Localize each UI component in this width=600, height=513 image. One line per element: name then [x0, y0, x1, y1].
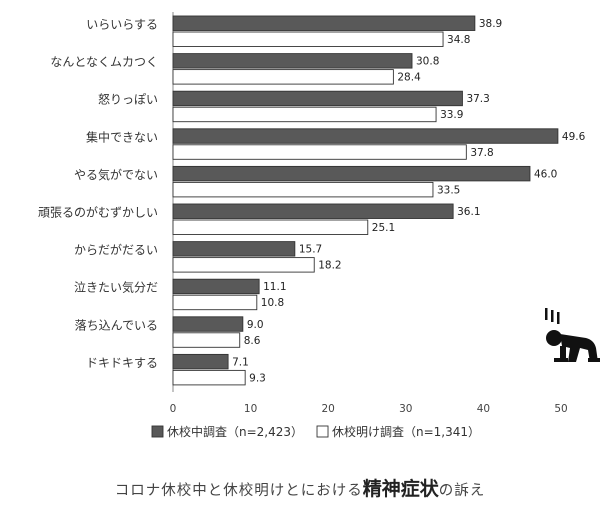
- category-label: なんとなくムカつく: [50, 55, 158, 69]
- bar-series-2: [172, 257, 315, 273]
- category-label: 落ち込んでいる: [75, 318, 158, 332]
- legend-label: 休校中調査（n=2,423）: [167, 424, 303, 439]
- data-label: 37.3: [466, 93, 489, 105]
- data-label: 15.7: [299, 244, 322, 256]
- x-tick-label: 10: [244, 403, 257, 415]
- caption-prefix: コロナ休校中と休校明けとにおける: [114, 483, 363, 499]
- x-tick-label: 0: [170, 403, 177, 415]
- category-label: いらいらする: [86, 18, 158, 32]
- category-label: からだがだるい: [74, 242, 158, 257]
- data-label: 38.9: [479, 18, 502, 30]
- chart-bars: [172, 15, 559, 386]
- bar-series-2: [172, 181, 434, 198]
- bar-series-2: [172, 144, 467, 160]
- data-label: 10.8: [261, 297, 284, 309]
- chart-labels: いらいらする 38.9 34.8 なんとなくムカつく 30.8 28.4 怒りっぽい 37.3…: [38, 18, 586, 416]
- data-label: 9.3: [249, 372, 266, 384]
- data-label: 33.9: [440, 109, 463, 121]
- data-label: 46.0: [534, 168, 557, 180]
- data-label: 8.6: [244, 335, 261, 347]
- bar-series-2: [172, 294, 258, 311]
- data-label: 11.1: [263, 281, 286, 293]
- bar-chart: いらいらする 38.9 34.8 なんとなくムカつく 30.8 28.4 怒りっぽい 37.3…: [38, 12, 600, 439]
- category-label: 頑張るのがむずかしい: [38, 205, 158, 220]
- x-tick-label: 20: [322, 403, 335, 415]
- x-tick-label: 40: [477, 403, 490, 415]
- depressed-person-icon: [545, 308, 600, 362]
- legend-swatch: [151, 425, 164, 438]
- category-label: やる気がでない: [74, 167, 158, 182]
- bar-series-2: [172, 106, 437, 123]
- caption-suffix: の訴え: [438, 483, 486, 499]
- chart-caption: コロナ休校中と休校明けとにおける精神症状の訴え: [0, 474, 600, 501]
- data-label: 49.6: [562, 131, 586, 143]
- data-label: 34.8: [447, 34, 470, 46]
- data-label: 37.8: [470, 147, 493, 159]
- bar-series-1: [172, 128, 559, 144]
- x-tick-label: 30: [399, 403, 412, 415]
- x-tick-label: 50: [554, 403, 567, 415]
- bar-series-1: [172, 241, 296, 257]
- category-label: 怒りっぽい: [98, 92, 158, 107]
- bar-series-2: [172, 332, 241, 348]
- chart-legend: 休校中調査（n=2,423） 休校明け調査（n=1,341）: [151, 424, 480, 439]
- bar-series-1: [172, 15, 476, 31]
- legend-label: 休校明け調査（n=1,341）: [332, 424, 480, 439]
- bar-series-1: [172, 353, 229, 370]
- caption-emphasis: 精神症状: [362, 478, 439, 500]
- data-label: 25.1: [372, 222, 395, 234]
- bar-series-1: [172, 90, 463, 107]
- data-label: 7.1: [232, 356, 249, 368]
- bar-series-1: [172, 165, 531, 182]
- category-label: ドキドキする: [86, 356, 158, 370]
- data-label: 36.1: [457, 206, 480, 218]
- data-label: 33.5: [437, 184, 460, 196]
- legend-swatch: [316, 425, 329, 438]
- bar-series-2: [172, 219, 369, 235]
- category-label: 集中できない: [86, 129, 158, 144]
- data-label: 18.2: [318, 260, 341, 272]
- bar-series-2: [172, 31, 444, 47]
- category-label: 泣きたい気分だ: [74, 280, 158, 295]
- data-label: 9.0: [247, 319, 264, 331]
- bar-series-1: [172, 278, 260, 295]
- bar-series-2: [172, 69, 394, 85]
- data-label: 28.4: [397, 72, 421, 84]
- data-label: 30.8: [416, 56, 439, 68]
- bar-series-1: [172, 203, 454, 219]
- bar-series-2: [172, 369, 246, 386]
- bar-series-1: [172, 316, 244, 332]
- bar-series-1: [172, 53, 413, 69]
